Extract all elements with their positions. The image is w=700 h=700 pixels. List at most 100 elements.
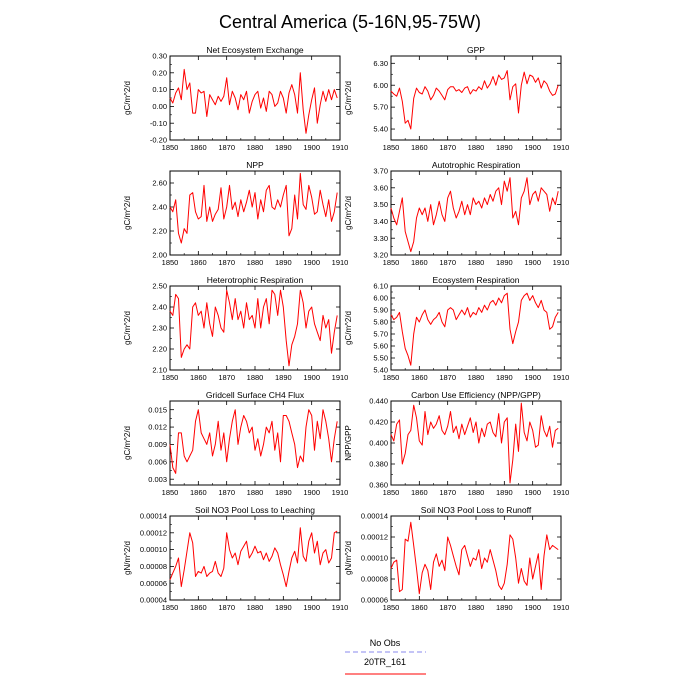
- x-tick-label: 1910: [553, 488, 570, 497]
- y-tick-label: 0.00008: [140, 562, 167, 571]
- x-tick-label: 1860: [190, 258, 207, 267]
- y-tick-label: 0.20: [152, 68, 167, 77]
- panel-net-ecosystem-exchange: Net Ecosystem Exchange -0.20 -0.10 0.00 0.10…: [123, 45, 348, 152]
- panel-npp: NPP 2.00 2.20 2.40 2.60 1850 1860 1870 1880 1890 1…: [123, 160, 348, 267]
- y-tick-label: 3.70: [373, 167, 388, 176]
- x-tick-label: 1860: [411, 258, 428, 267]
- y-tick-label: 0.009: [148, 440, 167, 449]
- y-tick-label: 5.40: [373, 125, 388, 134]
- x-tick-label: 1910: [332, 143, 349, 152]
- x-tick-label: 1890: [275, 488, 292, 497]
- x-tick-label: 1870: [218, 488, 235, 497]
- y-tick-label: 0.00: [152, 102, 167, 111]
- x-tick-label: 1910: [332, 603, 349, 612]
- y-tick-label: 5.90: [373, 306, 388, 315]
- y-tick-label: -0.10: [150, 119, 167, 128]
- x-tick-label: 1900: [524, 258, 541, 267]
- x-tick-label: 1870: [218, 373, 235, 382]
- x-tick-label: 1870: [439, 143, 456, 152]
- y-axis-label: gN/m^2/d: [123, 541, 132, 575]
- panel-ecosystem-respiration: Ecosystem Respiration 5.40 5.50 5.60 5.70 5.8…: [344, 275, 569, 382]
- y-tick-label: 0.00014: [140, 512, 167, 521]
- x-tick-label: 1850: [383, 603, 400, 612]
- y-tick-label: 2.00: [152, 251, 167, 260]
- panel-soil-no3-pool-loss-to-leaching: Soil NO3 Pool Loss to Leaching 0.00004 0.0…: [123, 505, 348, 612]
- panel-title: Heterotrophic Respiration: [207, 275, 304, 285]
- x-tick-label: 1850: [162, 258, 179, 267]
- panel-title: Net Ecosystem Exchange: [206, 45, 304, 55]
- series-line-20tr-161: [390, 292, 559, 366]
- series-line-20tr-161: [390, 521, 559, 595]
- x-tick-label: 1870: [439, 603, 456, 612]
- x-tick-label: 1890: [275, 373, 292, 382]
- panel-title: Soil NO3 Pool Loss to Leaching: [195, 505, 315, 515]
- x-tick-label: 1860: [190, 373, 207, 382]
- y-tick-label: 5.60: [373, 342, 388, 351]
- x-tick-label: 1880: [247, 143, 264, 152]
- panel-title: Autotrophic Respiration: [432, 160, 521, 170]
- y-tick-label: 0.380: [369, 460, 388, 469]
- x-tick-label: 1890: [496, 258, 513, 267]
- y-tick-label: 2.10: [152, 366, 167, 375]
- x-tick-label: 1900: [524, 603, 541, 612]
- plot-frame: [390, 285, 562, 371]
- x-tick-label: 1890: [496, 373, 513, 382]
- y-tick-label: 0.00012: [361, 533, 388, 542]
- x-tick-label: 1890: [496, 143, 513, 152]
- panel-title: Carbon Use Efficiency (NPP/GPP): [411, 390, 541, 400]
- x-tick-label: 1850: [383, 258, 400, 267]
- y-tick-label: 6.00: [373, 294, 388, 303]
- x-tick-label: 1910: [553, 373, 570, 382]
- y-axis-label: gC/m^2/d: [344, 196, 353, 230]
- y-tick-label: 6.00: [373, 81, 388, 90]
- y-tick-label: -0.20: [150, 136, 167, 145]
- y-tick-label: 2.50: [152, 282, 167, 291]
- x-tick-label: 1850: [162, 488, 179, 497]
- y-tick-label: 5.50: [373, 354, 388, 363]
- y-tick-label: 2.40: [152, 303, 167, 312]
- series-line-20tr-161: [169, 289, 338, 367]
- plot-frame: [169, 400, 341, 486]
- x-tick-label: 1870: [218, 258, 235, 267]
- x-tick-label: 1870: [218, 603, 235, 612]
- x-tick-label: 1880: [468, 143, 485, 152]
- series-line-20tr-161: [169, 172, 338, 244]
- y-axis-label: gC/m^2/d: [123, 196, 132, 230]
- panel-title: Ecosystem Respiration: [433, 275, 520, 285]
- x-tick-label: 1910: [553, 258, 570, 267]
- x-tick-label: 1860: [190, 488, 207, 497]
- y-tick-label: 0.012: [148, 423, 167, 432]
- x-tick-label: 1870: [439, 373, 456, 382]
- y-tick-label: 3.20: [373, 251, 388, 260]
- y-tick-label: 5.40: [373, 366, 388, 375]
- x-tick-label: 1870: [439, 258, 456, 267]
- y-tick-label: 0.440: [369, 397, 388, 406]
- y-axis-label: gC/m^2/d: [123, 311, 132, 345]
- panel-title: Gridcell Surface CH4 Flux: [206, 390, 305, 400]
- y-tick-label: 3.30: [373, 234, 388, 243]
- y-tick-label: 0.015: [148, 405, 167, 414]
- x-tick-label: 1900: [524, 143, 541, 152]
- series-line-20tr-161: [390, 177, 559, 253]
- x-tick-label: 1860: [411, 143, 428, 152]
- y-axis-label: gN/m^2/d: [344, 541, 353, 575]
- y-tick-label: 0.00008: [361, 575, 388, 584]
- panel-soil-no3-pool-loss-to-runoff: Soil NO3 Pool Loss to Runoff 0.00006 0.000…: [344, 505, 569, 612]
- x-tick-label: 1900: [524, 488, 541, 497]
- y-tick-label: 0.00006: [140, 579, 167, 588]
- y-tick-label: 0.00010: [361, 554, 388, 563]
- y-tick-label: 0.30: [152, 52, 167, 61]
- y-tick-label: 5.80: [373, 318, 388, 327]
- x-tick-label: 1890: [275, 258, 292, 267]
- x-tick-label: 1910: [332, 373, 349, 382]
- y-tick-label: 5.70: [373, 330, 388, 339]
- y-tick-label: 2.20: [152, 345, 167, 354]
- panel-heterotrophic-respiration: Heterotrophic Respiration 2.10 2.20 2.30 2.4…: [123, 275, 348, 382]
- x-tick-label: 1870: [439, 488, 456, 497]
- series-line-20tr-161: [169, 409, 338, 474]
- x-tick-label: 1850: [162, 603, 179, 612]
- legend-label-20tr-161: 20TR_161: [364, 657, 406, 667]
- x-tick-label: 1860: [411, 603, 428, 612]
- x-tick-label: 1880: [468, 258, 485, 267]
- x-tick-label: 1850: [383, 373, 400, 382]
